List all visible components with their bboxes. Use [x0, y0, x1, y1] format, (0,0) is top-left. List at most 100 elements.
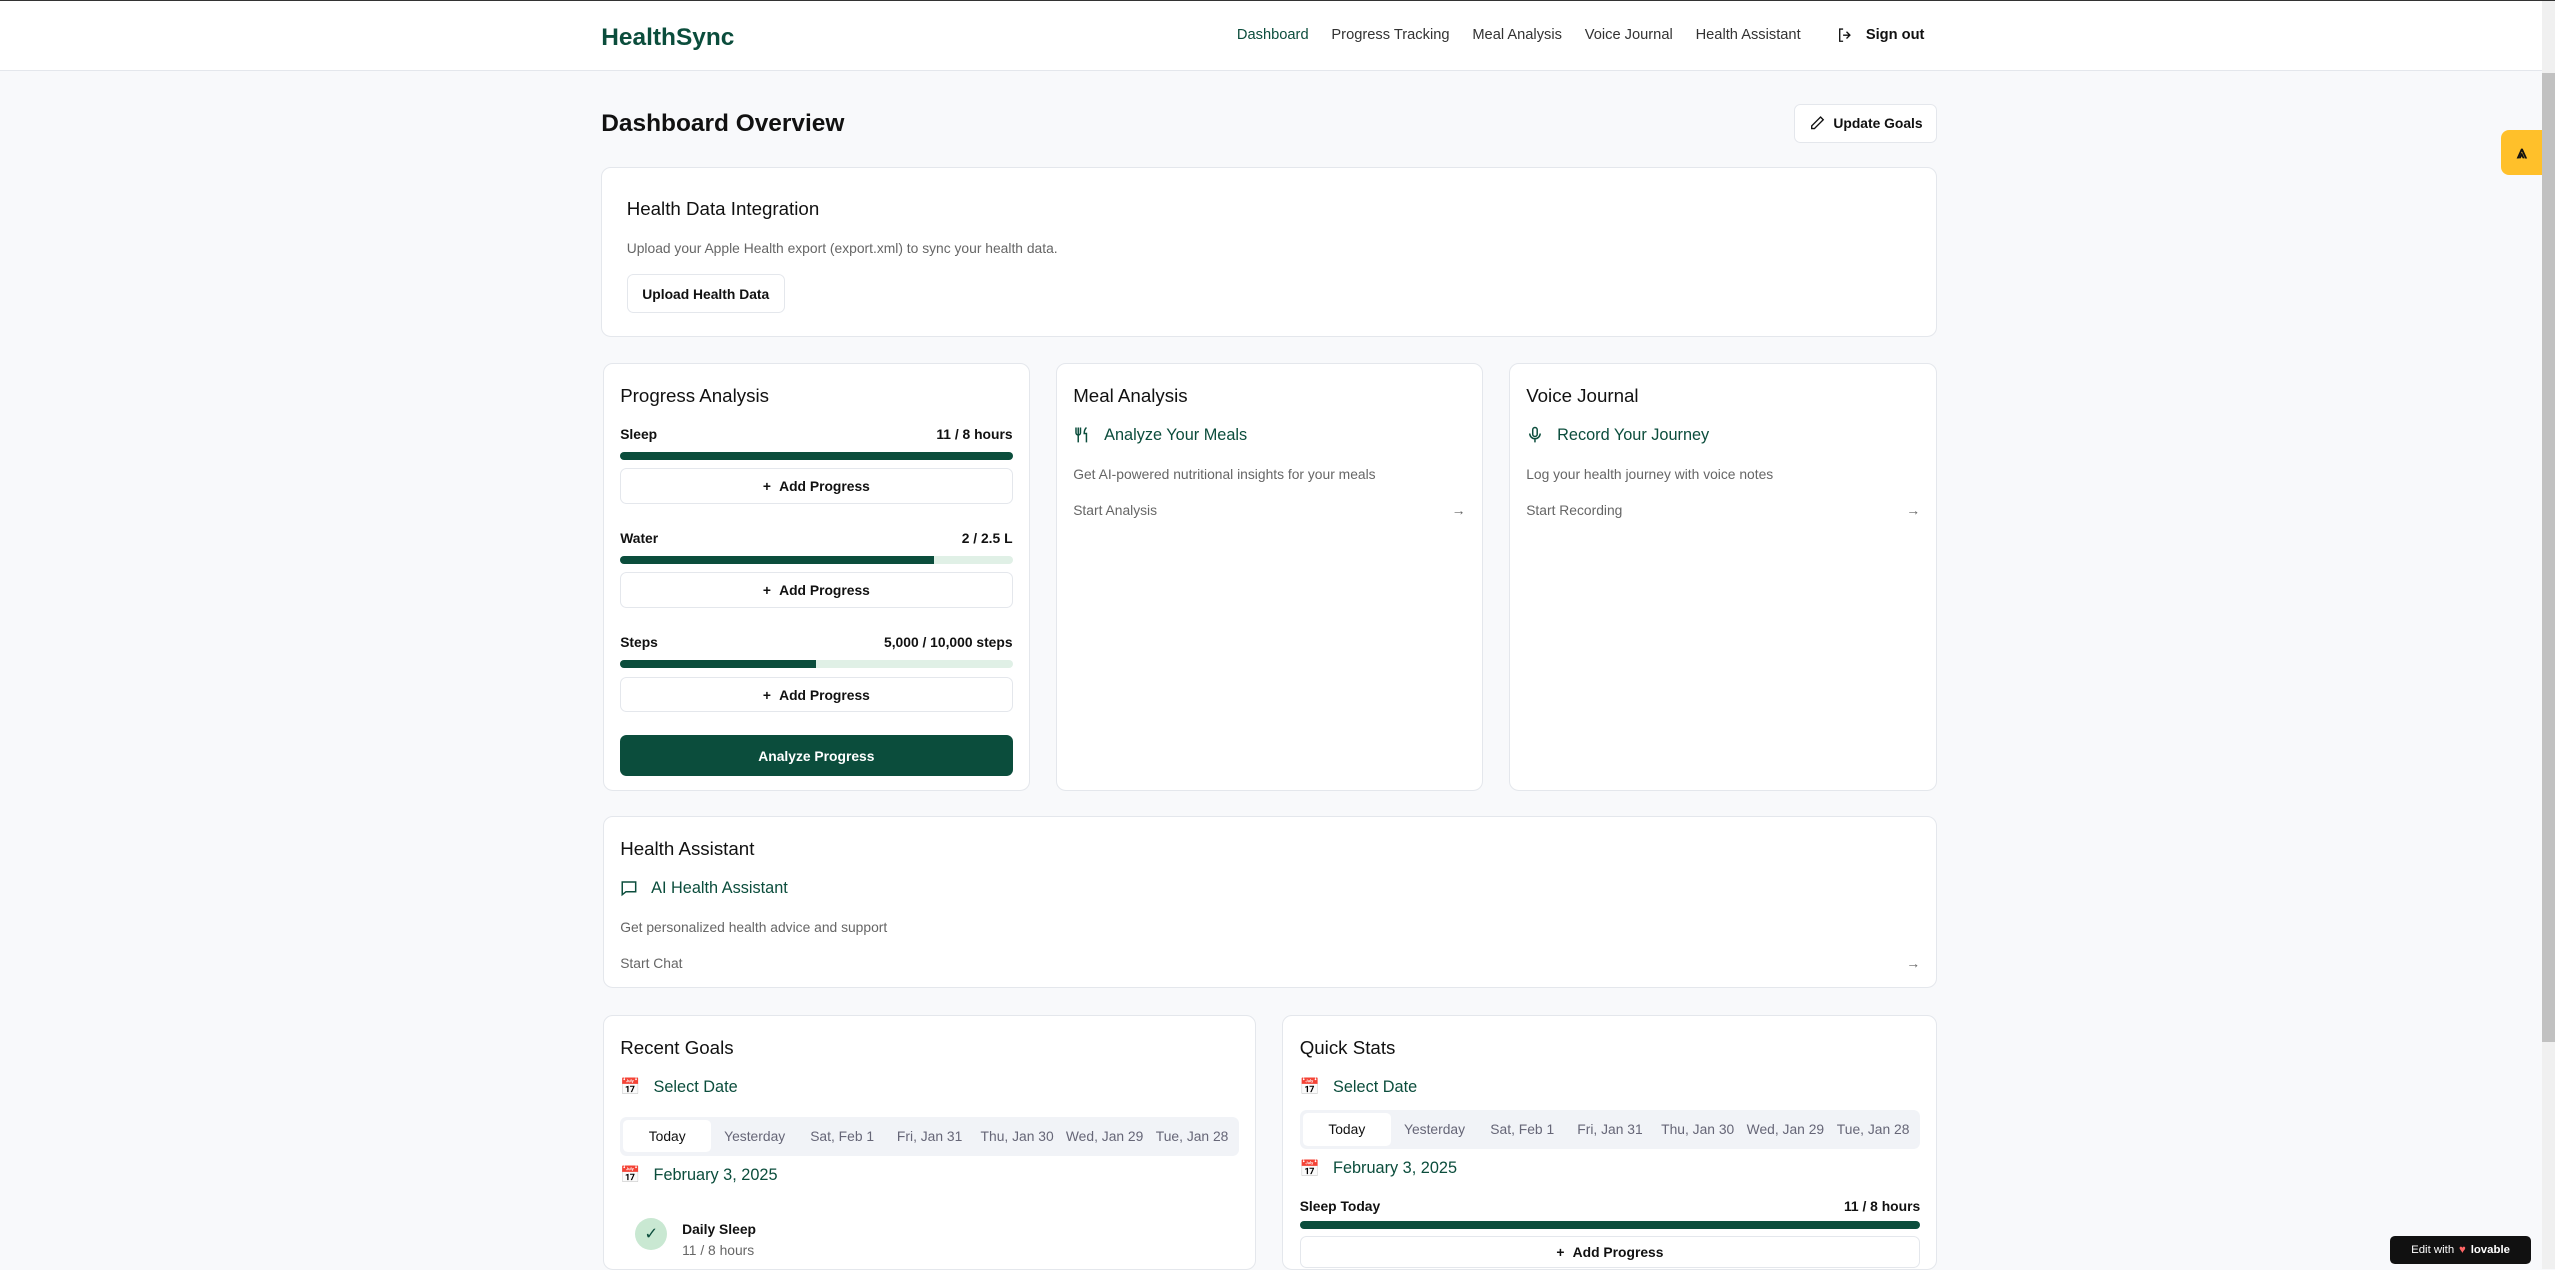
metric-value: 11 / 8 hours	[936, 425, 1013, 442]
metric-value: 2 / 2.5 L	[961, 529, 1013, 546]
card-title: Quick Stats	[1299, 1036, 1396, 1058]
date-tab[interactable]: Thu, Jan 30	[980, 1127, 1054, 1144]
card-title: Meal Analysis	[1073, 384, 1188, 406]
page-title: Dashboard Overview	[601, 110, 845, 138]
date-tabs: Today Yesterday Sat, Feb 1 Fri, Jan 31 Thu, …	[1299, 1110, 1921, 1150]
date-tab[interactable]: Fri, Jan 31	[896, 1127, 963, 1144]
add-progress-button[interactable]: + Add Progress	[620, 468, 1013, 504]
chat-icon	[621, 881, 637, 897]
nav-meal-analysis[interactable]: Meal Analysis	[1472, 27, 1562, 44]
nav-voice-journal[interactable]: Voice Journal	[1584, 27, 1673, 44]
nav-progress-tracking[interactable]: Progress Tracking	[1331, 27, 1450, 44]
top-nav: HealthSync Dashboard Progress Tracking M…	[0, 1, 2543, 72]
microphone-icon	[1529, 426, 1542, 443]
selected-date: February 3, 2025	[1333, 1159, 1457, 1178]
feature-description: Get personalized health advice and suppo…	[620, 919, 888, 936]
add-progress-button[interactable]: + Add Progress	[1299, 1235, 1921, 1269]
progress-bar	[620, 451, 1013, 460]
goal-value: 11 / 8 hours	[682, 1242, 755, 1259]
feature-description: Get AI-powered nutritional insights for …	[1073, 466, 1376, 483]
date-tab[interactable]: Today	[1302, 1113, 1391, 1146]
check-icon: ✓	[634, 1217, 668, 1251]
calendar-icon: 📅	[620, 1078, 641, 1097]
health-data-integration-card: Health Data Integration Upload your Appl…	[601, 167, 1938, 337]
edit-with-lovable-badge[interactable]: Edit with ♥ lovable	[2390, 1236, 2531, 1264]
feature-title: AI Health Assistant	[651, 878, 788, 897]
metric-label: Water	[620, 529, 659, 546]
card-title: Progress Analysis	[620, 384, 769, 406]
date-tab[interactable]: Tue, Jan 28	[1836, 1121, 1910, 1138]
update-goals-label: Update Goals	[1833, 115, 1923, 132]
calendar-icon: 📅	[1299, 1078, 1320, 1097]
card-title: Voice Journal	[1526, 384, 1639, 406]
plus-icon: +	[1556, 1243, 1565, 1260]
stat-label: Sleep Today	[1299, 1198, 1381, 1215]
sign-out-label: Sign out	[1865, 27, 1925, 44]
date-tab[interactable]: Sat, Feb 1	[810, 1127, 875, 1144]
date-tab[interactable]: Fri, Jan 31	[1577, 1121, 1643, 1138]
date-tab[interactable]: Today	[623, 1119, 711, 1153]
button-label: Add Progress	[779, 582, 870, 599]
feature-title: Record Your Journey	[1557, 425, 1710, 444]
progress-row: Sleep 11 / 8 hours	[620, 426, 1012, 442]
sign-out-button[interactable]: Sign out	[1837, 27, 1925, 44]
arrow-right-icon: →	[1906, 502, 1921, 519]
button-label: Add Progress	[779, 686, 870, 703]
nav-health-assistant[interactable]: Health Assistant	[1695, 27, 1801, 44]
goal-title: Daily Sleep	[682, 1220, 756, 1237]
health-assistant-card: Health Assistant AI Health Assistant Get…	[602, 815, 1938, 989]
metric-label: Sleep	[620, 425, 658, 442]
start-chat-link[interactable]: Start Chat →	[620, 955, 1920, 971]
arrow-right-icon: →	[1906, 955, 1921, 972]
plus-icon: +	[762, 686, 771, 703]
link-label: Start Analysis	[1073, 502, 1158, 519]
arrow-right-icon: →	[1451, 502, 1466, 519]
utensils-icon	[1075, 427, 1088, 443]
plus-icon: +	[762, 582, 771, 599]
calendar-icon: 📅	[620, 1166, 641, 1185]
start-analysis-link[interactable]: Start Analysis →	[1073, 502, 1465, 518]
badge-brand: lovable	[2470, 1244, 2510, 1256]
recent-goals-card: Recent Goals 📅 Select Date Today Yesterday…	[602, 1014, 1257, 1270]
badge-text: Edit with	[2411, 1244, 2455, 1256]
date-tab[interactable]: Wed, Jan 29	[1065, 1127, 1144, 1144]
update-goals-button[interactable]: Update Goals	[1794, 103, 1938, 143]
date-tab[interactable]: Thu, Jan 30	[1661, 1121, 1735, 1138]
heart-icon: ♥	[2459, 1244, 2466, 1256]
voice-journal-card: Voice Journal Record Your Journey Log yo…	[1508, 362, 1938, 792]
button-label: Add Progress	[779, 477, 870, 494]
metric-label: Steps	[620, 634, 658, 651]
progress-bar	[620, 556, 1013, 565]
scrollbar[interactable]	[2542, 1, 2555, 1269]
link-label: Start Chat	[620, 955, 683, 972]
log-out-icon	[1838, 28, 1851, 42]
add-progress-button[interactable]: + Add Progress	[620, 572, 1013, 609]
card-title: Health Data Integration	[626, 197, 820, 219]
widget-tab-icon[interactable]: ⩓	[2501, 129, 2543, 176]
stat-value: 11 / 8 hours	[1843, 1198, 1921, 1215]
date-tab[interactable]: Tue, Jan 28	[1155, 1127, 1229, 1144]
meal-analysis-card: Meal Analysis Analyze Your Meals Get AI-…	[1055, 362, 1483, 792]
start-recording-link[interactable]: Start Recording →	[1526, 502, 1920, 518]
date-tab[interactable]: Yesterday	[1403, 1121, 1466, 1138]
plus-icon: +	[762, 477, 771, 494]
analyze-progress-button[interactable]: Analyze Progress	[620, 735, 1013, 776]
progress-row: Water 2 / 2.5 L	[620, 530, 1012, 546]
date-tab[interactable]: Yesterday	[724, 1127, 786, 1144]
add-progress-button[interactable]: + Add Progress	[620, 676, 1013, 713]
upload-health-data-button[interactable]: Upload Health Data	[626, 274, 785, 314]
calendar-icon: 📅	[1299, 1159, 1320, 1178]
card-title: Recent Goals	[620, 1036, 734, 1058]
progress-analysis-card: Progress Analysis Sleep 11 / 8 hours + Add…	[602, 362, 1030, 792]
nav-dashboard[interactable]: Dashboard	[1236, 27, 1309, 44]
select-date-label: Select Date	[1333, 1077, 1418, 1096]
progress-row: Steps 5,000 / 10,000 steps	[620, 634, 1012, 650]
metric-value: 5,000 / 10,000 steps	[884, 634, 1013, 651]
date-tab[interactable]: Wed, Jan 29	[1746, 1121, 1825, 1138]
logo[interactable]: HealthSync	[601, 23, 735, 51]
date-tab[interactable]: Sat, Feb 1	[1490, 1121, 1555, 1138]
selected-date: February 3, 2025	[653, 1165, 778, 1184]
card-title: Health Assistant	[620, 837, 755, 859]
feature-description: Log your health journey with voice notes	[1526, 466, 1774, 483]
sleep-progress-bar	[1299, 1220, 1921, 1229]
